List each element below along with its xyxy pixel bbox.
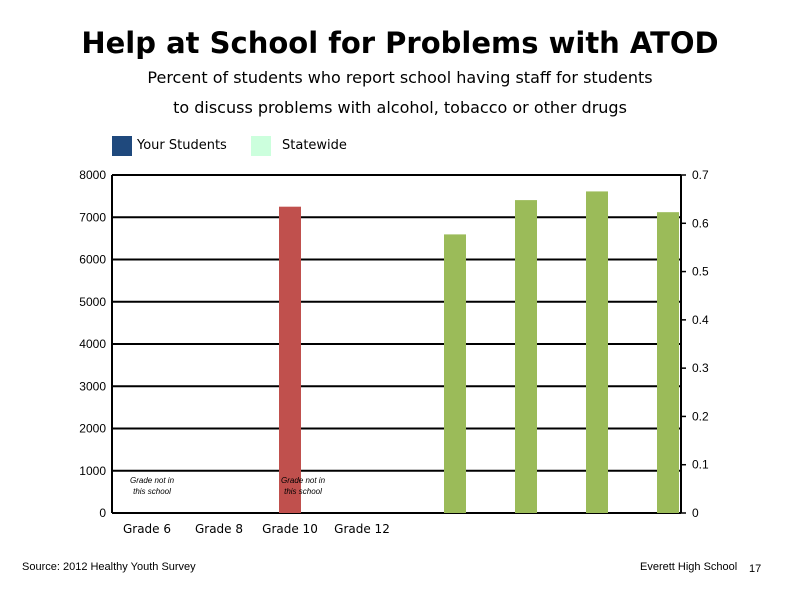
- bar-statewide: [444, 234, 466, 514]
- page-number: 17: [749, 563, 762, 575]
- left-tick-label: 6000: [79, 253, 106, 267]
- right-tick-label: 0.7: [692, 168, 709, 182]
- left-tick-label: 4000: [79, 337, 106, 351]
- left-tick-label: 5000: [79, 295, 106, 309]
- bar-statewide: [515, 200, 537, 513]
- left-tick-label: 1000: [79, 464, 106, 478]
- category-label: Grade 10: [262, 522, 318, 536]
- left-tick-label: 3000: [79, 379, 106, 393]
- legend-label-your-students: Your Students: [137, 138, 227, 153]
- right-tick-label: 0: [692, 506, 699, 520]
- left-tick-label: 2000: [79, 422, 106, 436]
- right-tick-label: 0.1: [692, 458, 709, 472]
- source-note: Source: 2012 Healthy Youth Survey: [22, 561, 196, 573]
- chart-title: Help at School for Problems with ATOD: [81, 26, 719, 60]
- right-tick-label: 0.2: [692, 409, 709, 423]
- bar-your-students: [279, 206, 301, 513]
- chart-subtitle-line1: Percent of students who report school ha…: [147, 68, 653, 87]
- left-tick-label: 8000: [79, 168, 106, 182]
- right-tick-label: 0.6: [692, 216, 709, 230]
- grade-note-line2: this school: [284, 487, 322, 496]
- category-label: Grade 6: [123, 522, 171, 536]
- bar-statewide: [657, 212, 679, 513]
- right-tick-label: 0.5: [692, 265, 709, 279]
- legend-label-statewide: Statewide: [282, 138, 347, 153]
- grade-note-line1: Grade not in: [281, 476, 326, 485]
- chart-subtitle-line2: to discuss problems with alcohol, tobacc…: [173, 98, 627, 117]
- school-name: Everett High School: [640, 561, 738, 573]
- grade-note-line1: Grade not in: [130, 476, 175, 485]
- right-tick-label: 0.3: [692, 361, 709, 375]
- grade-note-line2: this school: [133, 487, 171, 496]
- category-label: Grade 8: [195, 522, 243, 536]
- legend-swatch-statewide: [251, 136, 271, 156]
- bar-statewide: [586, 191, 608, 513]
- left-tick-label: 0: [99, 506, 106, 520]
- legend-swatch-your-students: [112, 136, 132, 156]
- left-tick-label: 7000: [79, 210, 106, 224]
- right-tick-label: 0.4: [692, 313, 709, 327]
- category-label: Grade 12: [334, 522, 390, 536]
